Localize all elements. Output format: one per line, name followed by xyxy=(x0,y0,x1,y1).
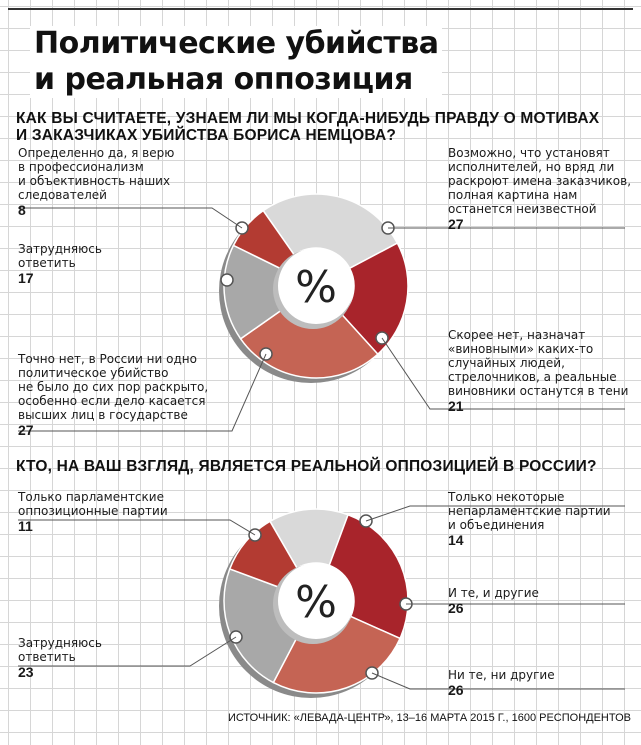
donut-hole xyxy=(278,563,354,639)
label-line: ответить xyxy=(18,650,76,664)
slice-value: 26 xyxy=(448,682,464,698)
label-line: Затрудняюсь xyxy=(18,636,102,650)
slice-value: 14 xyxy=(448,532,464,548)
label-line: раскроют имена заказчиков, xyxy=(448,174,632,188)
label-line: политическое убийство xyxy=(18,366,169,380)
label-line: Только некоторые xyxy=(448,490,565,504)
label-line: И те, и другие xyxy=(448,586,539,600)
slice-value: 27 xyxy=(448,216,464,232)
leader-line-2 xyxy=(18,353,267,432)
title-line-2: и реальная оппозиция xyxy=(34,62,413,97)
label-line: Возможно, что установят xyxy=(448,146,610,160)
donut-hole xyxy=(278,248,354,324)
slice-value: 11 xyxy=(18,518,33,534)
question-2-line-1: КТО, НА ВАШ ВЗГЛЯД, ЯВЛЯЕТСЯ РЕАЛЬНОЙ ОП… xyxy=(16,458,597,475)
label-line: «виновными» каких-то xyxy=(448,342,594,356)
leader-line-8 xyxy=(371,672,625,690)
label-line: следователей xyxy=(18,188,107,202)
leader-lines xyxy=(18,207,625,690)
donut-chart-2: % xyxy=(219,508,413,698)
leader-line-0 xyxy=(18,207,243,229)
label-line: Определенно да, я верю xyxy=(18,146,175,160)
label-line: Скорее нет, назначат xyxy=(448,328,586,342)
slice-value: 26 xyxy=(448,600,464,616)
slice-value: 21 xyxy=(448,398,464,414)
label-line: стрелочников, а реальные xyxy=(448,370,617,384)
label-line: случайных людей, xyxy=(448,356,565,370)
label-line: непарламентские партии xyxy=(448,504,611,518)
label-line: останется неизвестной xyxy=(448,202,597,216)
label-line: Точно нет, в России ни одно xyxy=(18,352,197,366)
percent-sign: % xyxy=(295,577,337,628)
label-line: исполнителей, но вряд ли xyxy=(448,160,615,174)
label-line: ответить xyxy=(18,256,76,270)
label-line: в профессионализм xyxy=(18,160,144,174)
chart2-label-dont-know: Затрудняюсь ответить 23 xyxy=(18,636,102,680)
chart1-label-certainly-no: Точно нет, в России ни одно политическое… xyxy=(18,352,208,438)
label-line: и объединения xyxy=(448,518,545,532)
chart2-label-nonparliamentary: Только некоторые непарламентские партии … xyxy=(448,490,611,548)
chart1-label-rather-no: Скорее нет, назначат «виновными» каких-т… xyxy=(448,328,628,414)
question-1-line-1: КАК ВЫ СЧИТАЕТЕ, УЗНАЕМ ЛИ МЫ КОГДА-НИБУ… xyxy=(16,110,600,127)
label-line: особенно если дело касается xyxy=(18,394,206,408)
chart1-label-certainly-yes: Определенно да, я верю в профессионализм… xyxy=(18,146,174,218)
slice-value: 17 xyxy=(18,270,34,286)
leader-line-7 xyxy=(18,636,237,667)
slice-value: 27 xyxy=(18,422,34,438)
title-line-1: Политические убийства xyxy=(34,26,439,61)
chart2-label-both: И те, и другие 26 xyxy=(448,586,539,616)
leader-line-5 xyxy=(365,505,625,522)
label-line: высших лиц в государстве xyxy=(18,408,188,422)
donut1-label-dot-3 xyxy=(220,273,234,287)
chart2-label-parliamentary: Только парламентские оппозиционные парти… xyxy=(18,490,168,534)
slice-value: 8 xyxy=(18,202,26,218)
leader-line-4 xyxy=(18,519,256,536)
source-note: ИСТОЧНИК: «ЛЕВАДА-ЦЕНТР», 13–16 МАРТА 20… xyxy=(227,712,631,724)
question-1-line-2: И ЗАКАЗЧИКАХ УБИЙСТВА БОРИСА НЕМЦОВА? xyxy=(16,127,397,144)
label-line: и объективность наших xyxy=(18,174,171,188)
leader-line-3 xyxy=(381,337,625,410)
question-2: КТО, НА ВАШ ВЗГЛЯД, ЯВЛЯЕТСЯ РЕАЛЬНОЙ ОП… xyxy=(16,458,597,475)
question-1: КАК ВЫ СЧИТАЕТЕ, УЗНАЕМ ЛИ МЫ КОГДА-НИБУ… xyxy=(16,110,599,144)
slice-value: 23 xyxy=(18,664,34,680)
label-line: виновники останутся в тени xyxy=(448,384,629,398)
chart2-label-neither: Ни те, ни другие 26 xyxy=(448,668,555,698)
chart1-label-possibly: Возможно, что установят исполнителей, но… xyxy=(448,146,631,232)
chart1-label-dont-know: Затрудняюсь ответить 17 xyxy=(18,242,102,286)
label-line: не было до сих пор раскрыто, xyxy=(18,380,209,394)
label-line: полная картина нам xyxy=(448,188,578,202)
label-line: Только парламентские xyxy=(18,490,164,504)
page-title: Политические убийства и реальная оппозиц… xyxy=(30,26,443,98)
label-line: Ни те, ни другие xyxy=(448,668,555,682)
percent-sign: % xyxy=(295,262,337,313)
donut-chart-1: % xyxy=(219,193,409,383)
label-line: Затрудняюсь xyxy=(18,242,102,256)
header-rule xyxy=(8,8,633,10)
label-line: оппозиционные партии xyxy=(18,504,168,518)
